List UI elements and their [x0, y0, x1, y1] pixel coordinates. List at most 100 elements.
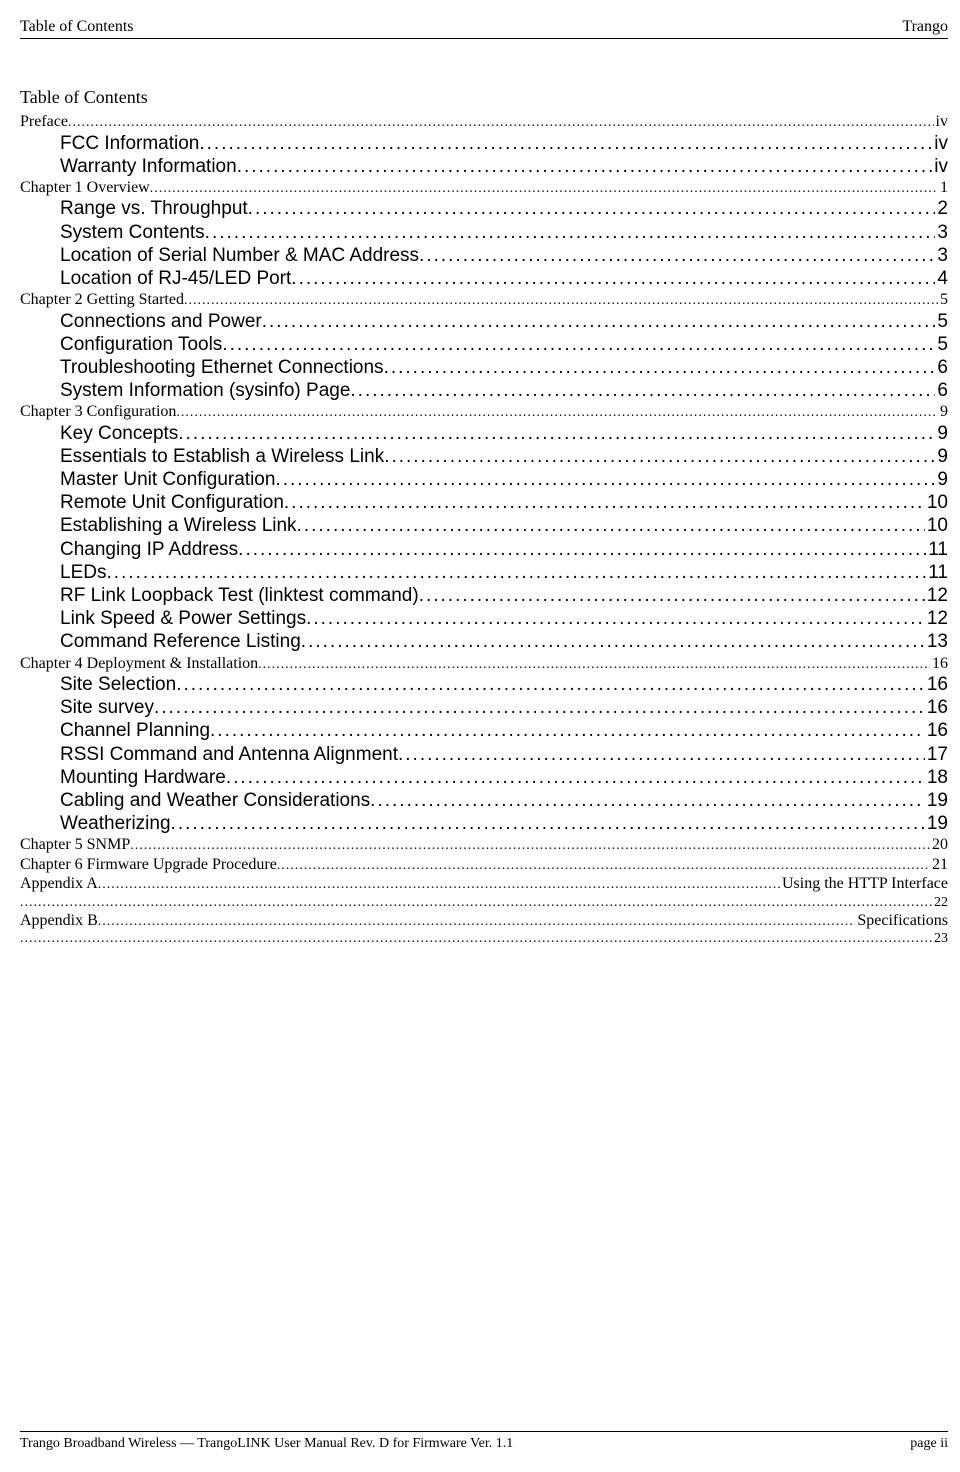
toc-page: 23 [932, 930, 948, 947]
toc-container: PrefaceivFCC Information ivWarranty Info… [20, 112, 948, 947]
toc-label: Essentials to Establish a Wireless Link [60, 445, 384, 468]
toc-leader-dots [171, 812, 925, 835]
toc-entry: Configuration Tools 5 [20, 333, 948, 356]
toc-page: 10 [925, 491, 948, 514]
toc-leader-dots [176, 404, 938, 421]
toc-entry: Connections and Power 5 [20, 310, 948, 333]
toc-label: System Information (sysinfo) Page [60, 379, 350, 402]
toc-title: Table of Contents [20, 87, 948, 108]
toc-label: Changing IP Address [60, 538, 238, 561]
toc-page: 22 [932, 894, 948, 911]
toc-entry: Weatherizing 19 [20, 812, 948, 835]
toc-label: Chapter 5 SNMP [20, 835, 130, 855]
toc-leader-dots [275, 468, 935, 491]
toc-label: Master Unit Configuration [60, 468, 275, 491]
toc-entry: LEDs 11 [20, 561, 948, 584]
toc-entry: Chapter 5 SNMP 20 [20, 835, 948, 855]
toc-entry: Mounting Hardware 18 [20, 766, 948, 789]
toc-label: Channel Planning [60, 719, 210, 742]
toc-leader-dots [262, 310, 936, 333]
toc-leader-dots [291, 267, 935, 290]
toc-label: Remote Unit Configuration [60, 491, 284, 514]
header-right: Trango [902, 18, 948, 36]
toc-leader-dots [301, 630, 925, 653]
toc-entry: Essentials to Establish a Wireless Link … [20, 445, 948, 468]
toc-entry: Troubleshooting Ethernet Connections 6 [20, 356, 948, 379]
toc-leader-dots [370, 789, 925, 812]
toc-leader-dots [226, 766, 925, 789]
toc-page: 12 [925, 584, 948, 607]
toc-leader-dots [277, 857, 930, 874]
toc-label: Link Speed & Power Settings [60, 607, 306, 630]
header-left: Table of Contents [20, 18, 134, 36]
toc-entry: Channel Planning 16 [20, 719, 948, 742]
toc-page: 5 [938, 290, 948, 310]
toc-leader-dots [176, 673, 925, 696]
toc-label: Key Concepts [60, 422, 178, 445]
toc-page: 9 [935, 422, 948, 445]
toc-entry: Command Reference Listing 13 [20, 630, 948, 653]
toc-leader-dots [419, 244, 935, 267]
toc-label: Location of Serial Number & MAC Address [60, 244, 419, 267]
toc-entry: Appendix B Specifications [20, 911, 948, 931]
toc-leader-dots [210, 719, 925, 742]
toc-page: 12 [925, 607, 948, 630]
toc-leader-dots [106, 561, 926, 584]
footer-right: page ii [910, 1436, 948, 1452]
toc-label: Establishing a Wireless Link [60, 514, 297, 537]
toc-entry: Chapter 4 Deployment & Installation16 [20, 654, 948, 674]
toc-page: 13 [925, 630, 948, 653]
toc-leader-dots [350, 379, 935, 402]
toc-entry: Key Concepts 9 [20, 422, 948, 445]
toc-entry: Chapter 2 Getting Started 5 [20, 290, 948, 310]
toc-entry: Site survey 16 [20, 696, 948, 719]
toc-label: Chapter 1 Overview [20, 178, 150, 198]
toc-page: 6 [935, 379, 948, 402]
toc-label: Troubleshooting Ethernet Connections [60, 356, 384, 379]
toc-page: 19 [925, 789, 948, 812]
toc-page: 5 [935, 310, 948, 333]
toc-label: Preface [20, 112, 68, 132]
toc-label: Command Reference Listing [60, 630, 301, 653]
toc-leader-dots [222, 333, 935, 356]
header-rule [20, 38, 948, 39]
toc-label: Mounting Hardware [60, 766, 226, 789]
toc-page: 11 [926, 538, 948, 561]
toc-entry: Prefaceiv [20, 112, 948, 132]
toc-entry: Remote Unit Configuration 10 [20, 491, 948, 514]
toc-label: FCC Information [60, 132, 199, 155]
toc-entry: Link Speed & Power Settings 12 [20, 607, 948, 630]
toc-leader-dots [384, 356, 936, 379]
toc-leader-dots [20, 930, 932, 947]
toc-leader-dots [258, 656, 930, 673]
toc-entry: FCC Information iv [20, 132, 948, 155]
toc-leader-dots [178, 422, 935, 445]
toc-label: RF Link Loopback Test (linktest command) [60, 584, 419, 607]
toc-leader-dots [384, 445, 935, 468]
toc-leader-dots [199, 132, 932, 155]
toc-leader-dots [419, 584, 925, 607]
toc-entry-continuation: 23 [20, 930, 948, 947]
toc-leader-dots [306, 607, 925, 630]
toc-entry: RSSI Command and Antenna Alignment 17 [20, 743, 948, 766]
toc-entry: Cabling and Weather Considerations 19 [20, 789, 948, 812]
toc-page: iv [932, 132, 948, 155]
toc-leader-dots [237, 155, 933, 178]
toc-entry: Chapter 3 Configuration9 [20, 402, 948, 422]
toc-entry: System Contents 3 [20, 221, 948, 244]
toc-page: 10 [925, 514, 948, 537]
toc-label: Cabling and Weather Considerations [60, 789, 370, 812]
toc-page: 16 [930, 654, 948, 674]
toc-label: Site survey [60, 696, 154, 719]
toc-leader-dots [398, 743, 925, 766]
toc-entry: Changing IP Address 11 [20, 538, 948, 561]
toc-leader-dots [150, 180, 938, 197]
toc-page: iv [932, 155, 948, 178]
toc-label: Chapter 2 Getting Started [20, 290, 184, 310]
toc-page: 16 [925, 719, 948, 742]
toc-page: 18 [925, 766, 948, 789]
toc-page: 6 [935, 356, 948, 379]
toc-page: 4 [935, 267, 948, 290]
toc-label: Appendix B [20, 911, 98, 931]
toc-page: Specifications [855, 911, 948, 931]
